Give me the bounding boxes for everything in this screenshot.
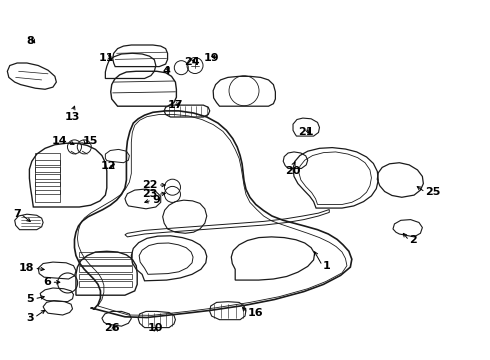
Text: 23: 23 — [143, 189, 158, 199]
Text: 9: 9 — [152, 195, 160, 205]
Text: 5: 5 — [26, 294, 34, 304]
Text: 6: 6 — [44, 277, 51, 287]
Text: 3: 3 — [26, 312, 34, 323]
Text: 11: 11 — [99, 53, 115, 63]
Bar — [35, 153, 60, 165]
Text: 7: 7 — [13, 209, 21, 219]
Bar — [35, 175, 60, 186]
Text: 2: 2 — [409, 235, 417, 246]
Bar — [79, 266, 132, 272]
Text: 24: 24 — [184, 57, 200, 67]
Text: 21: 21 — [298, 127, 314, 137]
Text: 17: 17 — [168, 100, 183, 110]
Text: 14: 14 — [52, 136, 68, 146]
Text: 8: 8 — [26, 36, 34, 46]
Text: 25: 25 — [425, 187, 441, 197]
Text: 20: 20 — [285, 166, 301, 176]
Bar — [35, 190, 60, 202]
Bar — [79, 252, 132, 257]
Text: 15: 15 — [82, 136, 98, 146]
Text: 1: 1 — [322, 261, 330, 271]
Bar — [35, 160, 60, 172]
Text: 4: 4 — [163, 66, 171, 76]
Text: 22: 22 — [142, 180, 158, 190]
Bar — [79, 259, 132, 265]
Text: 26: 26 — [104, 323, 120, 333]
Bar — [79, 281, 132, 287]
Bar — [35, 182, 60, 194]
Bar — [79, 274, 132, 279]
Text: 10: 10 — [148, 323, 164, 333]
Text: 18: 18 — [19, 263, 34, 273]
Bar — [35, 167, 60, 179]
Text: 16: 16 — [247, 308, 263, 318]
Text: 19: 19 — [204, 53, 220, 63]
Text: 13: 13 — [65, 112, 80, 122]
Text: 12: 12 — [101, 161, 117, 171]
